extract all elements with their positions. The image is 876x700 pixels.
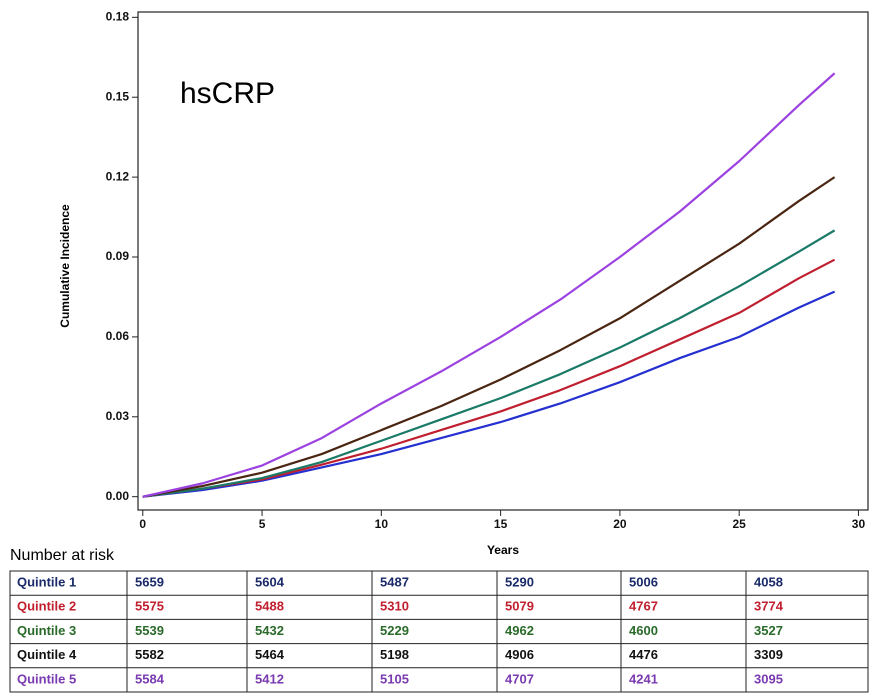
risk-cell: 5539 [135, 623, 164, 638]
x-tick-label: 25 [732, 517, 746, 531]
risk-cell: 4906 [505, 647, 534, 662]
x-tick-label: 20 [613, 517, 627, 531]
risk-cell: 5488 [255, 599, 284, 614]
y-axis-title: Cumulative Incidence [58, 204, 72, 328]
x-tick-label: 10 [375, 517, 389, 531]
series-line [142, 229, 836, 498]
x-axis-title: Years [487, 543, 519, 557]
x-tick-label: 15 [494, 517, 508, 531]
risk-cell: 5575 [135, 599, 164, 614]
risk-cell: 5412 [255, 671, 284, 686]
risk-cell: 3309 [754, 647, 783, 662]
risk-cell: 3095 [754, 671, 783, 686]
risk-cell: 4707 [505, 671, 534, 686]
x-tick-label: 30 [852, 517, 866, 531]
y-tick-label: 0.06 [106, 329, 130, 343]
x-tick-label: 0 [139, 517, 146, 531]
risk-row-label: Quintile 3 [17, 623, 76, 638]
y-tick-label: 0.12 [106, 169, 130, 183]
risk-cell: 5198 [380, 647, 409, 662]
risk-cell: 5487 [380, 575, 409, 590]
risk-cell: 5659 [135, 575, 164, 590]
risk-cell: 5079 [505, 599, 534, 614]
risk-cell: 3774 [754, 599, 784, 614]
risk-row-label: Quintile 2 [17, 599, 76, 614]
risk-cell: 4600 [629, 623, 658, 638]
series-line [142, 72, 836, 498]
risk-cell: 4476 [629, 647, 658, 662]
plot-frame [137, 11, 869, 511]
risk-cell: 4962 [505, 623, 534, 638]
risk-cell: 5432 [255, 623, 284, 638]
risk-cell: 5229 [380, 623, 409, 638]
y-tick-label: 0.09 [106, 249, 130, 263]
series-line [142, 290, 836, 498]
risk-row-label: Quintile 1 [17, 575, 76, 590]
risk-cell: 5584 [135, 671, 165, 686]
risk-cell: 5582 [135, 647, 164, 662]
risk-cell: 4058 [754, 575, 783, 590]
series-line [142, 258, 836, 498]
y-tick-label: 0.15 [106, 89, 130, 103]
x-tick-label: 5 [259, 517, 266, 531]
y-tick-label: 0.18 [106, 9, 130, 23]
risk-cell: 5290 [505, 575, 534, 590]
risk-cell: 5006 [629, 575, 658, 590]
risk-cell: 4767 [629, 599, 658, 614]
risk-table-frame [9, 570, 869, 693]
risk-cell: 4241 [629, 671, 658, 686]
series-line [142, 176, 836, 498]
risk-row-label: Quintile 5 [17, 671, 76, 686]
risk-cell: 5310 [380, 599, 409, 614]
y-tick-label: 0.00 [106, 489, 130, 503]
risk-cell: 5604 [255, 575, 285, 590]
risk-cell: 5464 [255, 647, 285, 662]
risk-cell: 5105 [380, 671, 409, 686]
annotation: hsCRP [180, 77, 275, 110]
y-tick-label: 0.03 [106, 409, 130, 423]
risk-cell: 3527 [754, 623, 783, 638]
risk-row-label: Quintile 4 [17, 647, 77, 662]
risk-table-title: Number at risk [10, 547, 115, 564]
